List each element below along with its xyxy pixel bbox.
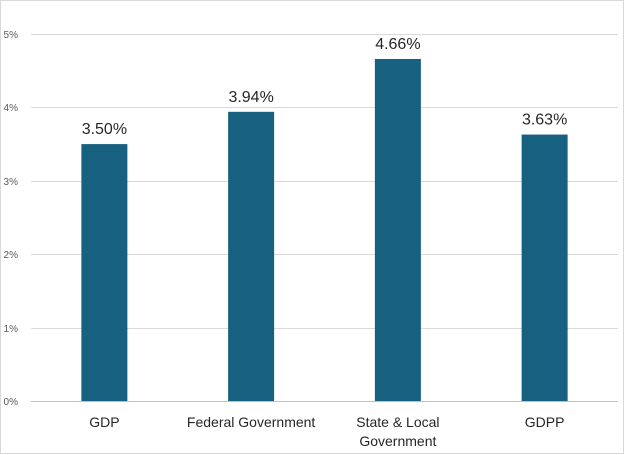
x-axis-categories: GDP Federal Government State & Local Govern… xyxy=(89,414,564,449)
x-category-label: State & Local xyxy=(356,414,439,430)
bar xyxy=(228,111,275,401)
data-label: 3.50% xyxy=(82,121,127,138)
y-tick-label: 4% xyxy=(4,103,19,114)
x-category-label: GDP xyxy=(89,414,119,430)
x-category-label: GDPP xyxy=(525,414,565,430)
bars xyxy=(81,58,568,402)
y-axis-ticks: 0% 1% 2% 3% 4% 5% xyxy=(4,30,19,408)
data-label: 4.66% xyxy=(375,36,420,53)
bar xyxy=(81,144,128,401)
data-label: 3.94% xyxy=(228,89,273,106)
x-category-label: Federal Government xyxy=(187,414,316,430)
data-labels: 3.50% 3.94% 4.66% 3.63% xyxy=(82,36,568,138)
y-tick-label: 5% xyxy=(4,30,19,41)
y-tick-label: 0% xyxy=(4,397,19,408)
bar xyxy=(521,134,568,402)
x-category-label: Government xyxy=(359,433,436,449)
y-tick-label: 1% xyxy=(4,324,19,335)
y-tick-label: 2% xyxy=(4,250,19,261)
gridlines xyxy=(31,34,618,402)
bar xyxy=(374,58,421,402)
y-tick-label: 3% xyxy=(4,177,19,188)
data-label: 3.63% xyxy=(522,112,567,129)
